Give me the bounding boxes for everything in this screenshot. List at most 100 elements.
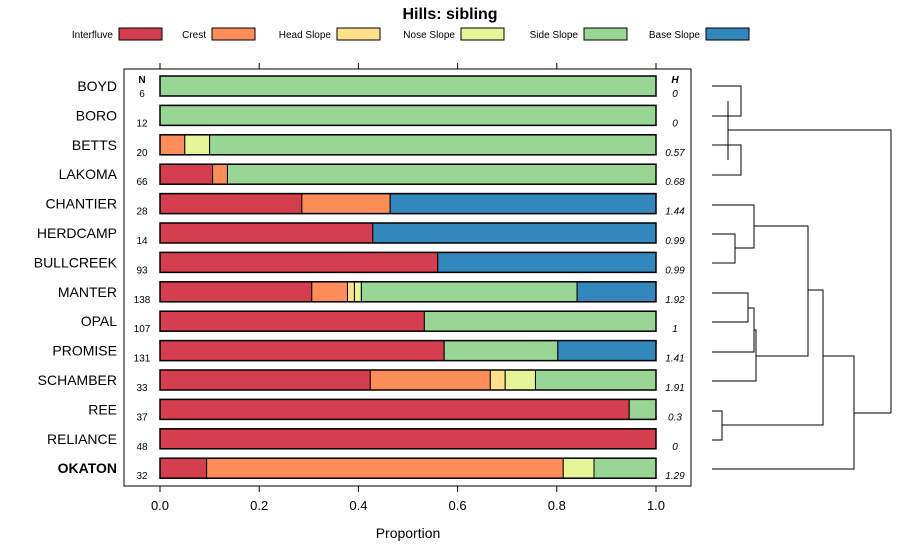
row-label: BORO	[76, 107, 117, 123]
bar-outline	[159, 192, 657, 215]
row-h-value: 1.41	[665, 354, 684, 365]
bar-row-opal: OPAL 107 1	[81, 310, 678, 335]
bar-segment-side-slope	[226, 163, 657, 185]
bar-row-herdcamp: HERDCAMP 14 0.99	[37, 222, 685, 247]
bar-segment-head-slope	[489, 369, 506, 391]
row-label: MANTER	[58, 284, 117, 300]
bar-outline	[159, 251, 657, 274]
row-n-value: 33	[136, 383, 148, 394]
bar-segment-crest	[369, 369, 491, 391]
bar-segment-side-slope	[360, 281, 578, 303]
row-n-value: 48	[136, 442, 148, 453]
row-n-value: 28	[136, 207, 148, 218]
bar-outline	[159, 310, 657, 332]
bar-outline	[159, 457, 657, 479]
bar-segment-interfluve	[159, 163, 214, 185]
row-label: OKATON	[58, 460, 117, 476]
bar-outline	[159, 163, 657, 185]
x-tick-label: 0.8	[548, 498, 566, 513]
row-n-value: 93	[136, 265, 148, 276]
bar-segment-base-slope	[389, 193, 657, 215]
bar-segment-base-slope	[576, 281, 657, 303]
bar-segment-base-slope	[557, 340, 657, 362]
bar-row-boyd: BOYD 6 0	[77, 75, 678, 100]
bar-segment-interfluve	[159, 222, 374, 244]
bar-segment-side-slope	[159, 104, 657, 126]
bar-segment-base-slope	[372, 222, 657, 244]
row-label: LAKOMA	[59, 166, 118, 182]
bar-row-boro: BORO 12 0	[76, 104, 678, 129]
x-tick-label: 1.0	[647, 498, 665, 513]
legend: Interfluve Crest Head Slope Nose Slope Side …	[72, 27, 750, 41]
bar-segment-crest	[212, 163, 228, 185]
row-n-value: 32	[136, 471, 148, 482]
row-label: SCHAMBER	[38, 372, 117, 388]
row-h-value: 0	[672, 442, 678, 453]
legend-swatch-head-slope	[336, 27, 381, 41]
bar-row-bullcreek: BULLCREEK 93 0.99	[34, 251, 685, 276]
x-tick-label: 0.4	[349, 498, 367, 513]
row-h-value: 0	[672, 89, 678, 100]
dendrogram	[712, 85, 892, 470]
row-h-value: 0.57	[665, 148, 685, 159]
legend-label-interfluve: Interfluve	[72, 30, 114, 41]
bar-outline	[159, 339, 657, 362]
bar-segment-side-slope	[628, 398, 657, 420]
legend-swatch-side-slope	[583, 27, 628, 41]
bar-outline	[159, 369, 657, 391]
row-h-value: 0	[672, 118, 678, 129]
bar-row-lakoma: LAKOMA 66 0.68	[59, 163, 685, 188]
n-column-header: N	[138, 75, 145, 86]
bar-row-betts: BETTS 20 0.57	[72, 134, 685, 159]
row-n-value: 12	[136, 118, 148, 129]
bar-segment-interfluve	[159, 310, 425, 332]
bar-outline	[159, 134, 657, 156]
row-h-value: 1.44	[665, 207, 685, 218]
bar-outline	[159, 428, 657, 450]
row-n-value: 20	[136, 148, 148, 159]
row-label: PROMISE	[52, 343, 117, 359]
bar-outline	[159, 222, 657, 244]
bar-row-schamber: SCHAMBER 33 1.91	[38, 369, 685, 394]
legend-swatch-crest	[211, 27, 256, 41]
row-label: BOYD	[77, 78, 117, 94]
bar-segment-interfluve	[159, 398, 630, 420]
bar-segment-interfluve	[159, 457, 208, 479]
row-n-value: 66	[136, 177, 148, 188]
bar-segment-nose-slope	[562, 457, 595, 479]
row-h-value: 1.29	[665, 471, 685, 482]
row-n-value: 131	[134, 354, 151, 365]
chart-title: Hills: sibling	[402, 6, 497, 23]
bar-row-ree: REE 37 0.3	[88, 398, 682, 423]
bar-segment-nose-slope	[353, 281, 362, 303]
row-n-value: 37	[136, 412, 148, 423]
bar-segment-interfluve	[159, 340, 445, 362]
row-h-value: 0.3	[668, 412, 682, 423]
bar-segment-interfluve	[159, 251, 439, 273]
bar-segment-side-slope	[443, 340, 559, 362]
bar-row-promise: PROMISE 131 1.41	[52, 339, 685, 365]
legend-swatch-interfluve	[118, 27, 163, 41]
legend-label-base-slope: Base Slope	[649, 30, 701, 41]
row-label: CHANTIER	[45, 196, 117, 212]
legend-swatch-nose-slope	[460, 27, 505, 41]
bar-outline	[159, 281, 657, 303]
bar-outline	[159, 398, 657, 421]
x-tick-label: 0.2	[250, 498, 268, 513]
bar-segment-side-slope	[534, 369, 657, 391]
bar-segment-side-slope	[423, 310, 657, 332]
row-n-value: 138	[134, 295, 151, 306]
row-n-value: 107	[134, 324, 151, 335]
bar-segment-side-slope	[593, 457, 657, 479]
legend-label-crest: Crest	[182, 30, 206, 41]
bar-segment-interfluve	[159, 193, 303, 215]
bar-row-reliance: RELIANCE 48 0	[47, 428, 678, 453]
row-h-value: 1.92	[665, 295, 685, 306]
row-label: HERDCAMP	[37, 225, 117, 241]
bar-outline	[159, 75, 657, 97]
bar-segment-crest	[301, 193, 391, 215]
row-h-value: 0.99	[665, 236, 685, 247]
bar-segment-interfluve	[159, 281, 313, 303]
x-tick-label: 0.0	[151, 498, 169, 513]
bar-segment-nose-slope	[504, 369, 536, 391]
